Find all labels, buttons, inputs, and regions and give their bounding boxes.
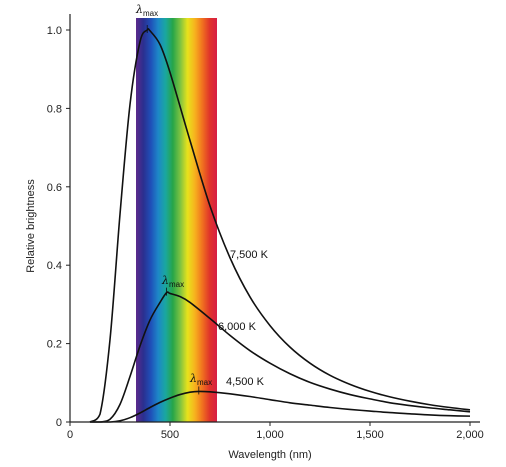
labels: 7,500 K λmax 6,000 K λmax 4,500 K λmax [135,3,269,395]
visible-spectrum-band [136,18,217,422]
series-line-2 [89,291,471,423]
series-label: 6,000 K [218,321,257,333]
y-tick-label: 0.6 [47,182,62,194]
y-tick-label: 0 [56,417,62,429]
y-axis-title: Relative brightness [25,179,37,273]
axes [69,14,480,423]
y-tick-label: 0.4 [47,260,62,272]
x-axis-title: Wavelength (nm) [228,449,311,461]
curve-group [89,28,471,423]
series-label: 4,500 K [226,376,265,388]
x-tick-label: 0 [67,429,73,441]
y-tick-label: 0.8 [47,103,62,115]
lambda-max-label: λmax [135,3,158,18]
lambda-max-label: λmax [189,372,212,387]
y-tick-label: 1.0 [47,25,62,37]
x-tick-label: 2,000 [456,429,484,441]
lambda-max-label: λmax [161,274,184,289]
series-label: 7,500 K [230,249,269,261]
x-ticks: 0 500 1,000 1,500 2,000 [67,422,484,441]
series-line-3 [89,390,471,423]
x-tick-label: 1,000 [256,429,284,441]
series-line-1 [89,28,471,423]
x-tick-label: 500 [161,429,179,441]
y-tick-label: 0.2 [47,339,62,351]
y-ticks: 0 0.2 0.4 0.6 0.8 1.0 [47,25,70,429]
x-tick-label: 1,500 [356,429,384,441]
